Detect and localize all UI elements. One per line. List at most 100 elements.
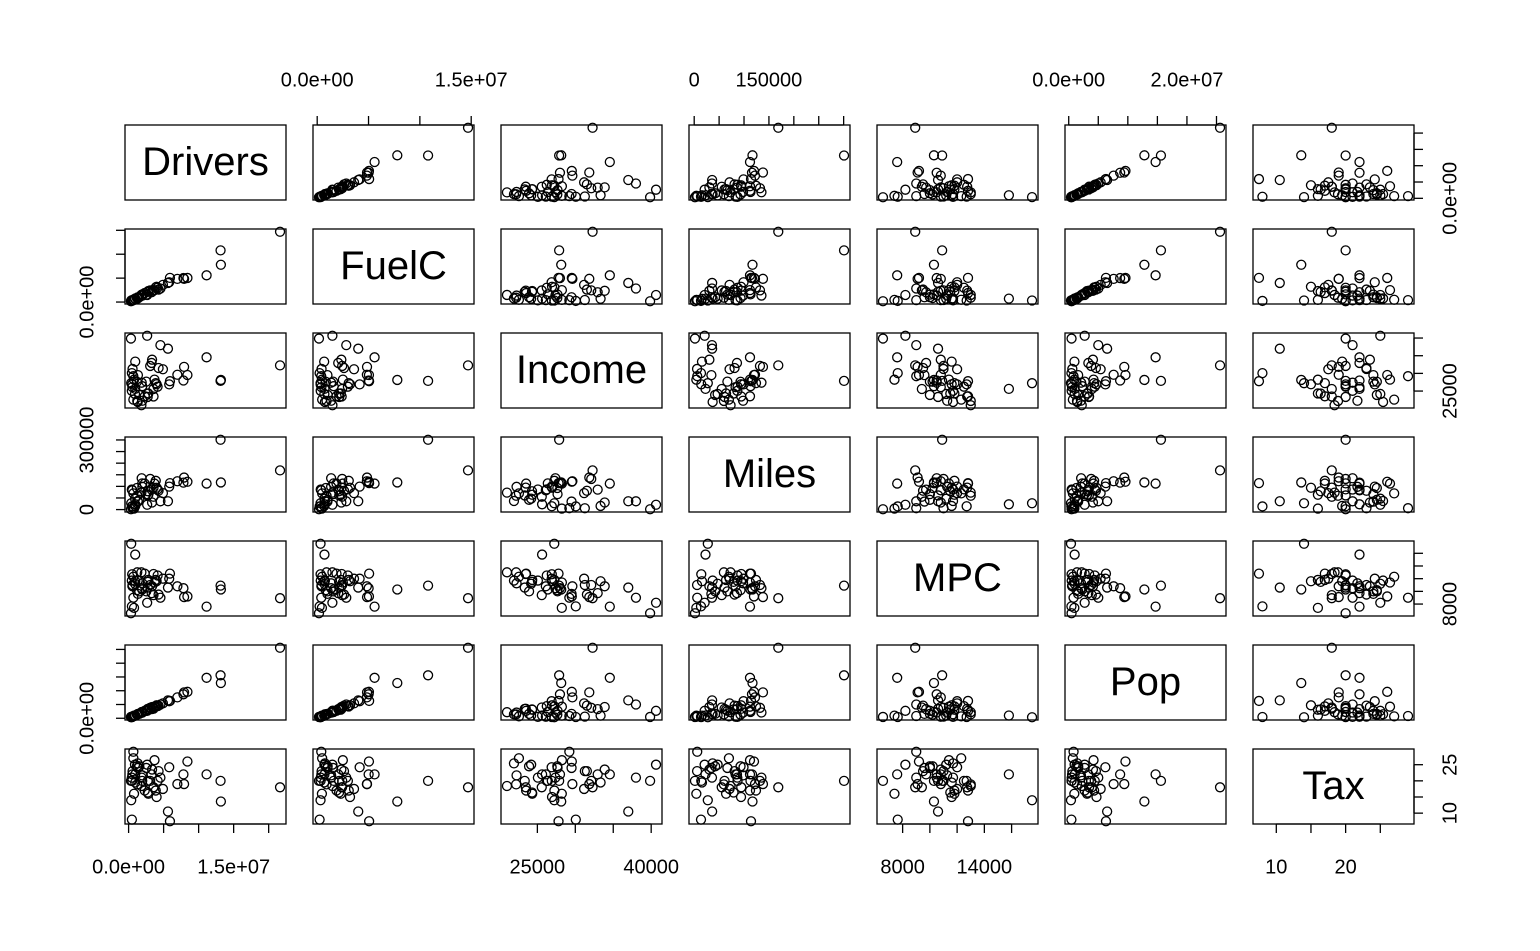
point bbox=[1312, 285, 1324, 297]
point bbox=[1072, 396, 1083, 408]
point bbox=[508, 293, 520, 304]
point bbox=[1026, 795, 1038, 806]
point bbox=[1312, 183, 1324, 195]
point bbox=[756, 377, 767, 388]
y-tick-label: 0.0e+00 bbox=[1439, 162, 1461, 235]
point bbox=[578, 573, 590, 584]
point bbox=[889, 503, 900, 514]
point bbox=[1319, 568, 1330, 579]
point bbox=[1075, 473, 1087, 484]
point bbox=[132, 369, 144, 381]
panel-frame bbox=[312, 228, 475, 305]
point bbox=[125, 333, 137, 344]
point bbox=[1384, 701, 1396, 712]
point bbox=[342, 179, 354, 190]
point bbox=[1079, 568, 1090, 579]
point bbox=[1319, 475, 1330, 486]
point bbox=[691, 363, 703, 375]
point bbox=[692, 294, 703, 306]
point bbox=[510, 490, 522, 501]
point bbox=[152, 484, 163, 495]
point bbox=[935, 191, 946, 202]
point bbox=[1326, 642, 1337, 653]
point bbox=[1100, 816, 1112, 827]
point bbox=[1066, 368, 1077, 379]
point bbox=[327, 184, 339, 196]
point bbox=[1354, 294, 1365, 306]
point bbox=[343, 574, 354, 586]
x-tick-label: 0 bbox=[689, 69, 700, 91]
point bbox=[581, 589, 593, 600]
point bbox=[1352, 395, 1363, 406]
point bbox=[164, 277, 175, 288]
x-tick-label: 20 bbox=[1335, 856, 1357, 878]
point bbox=[1090, 179, 1102, 190]
point bbox=[581, 700, 593, 711]
point bbox=[706, 339, 718, 351]
point bbox=[1114, 477, 1126, 488]
point bbox=[604, 156, 615, 168]
point bbox=[422, 775, 434, 786]
point bbox=[630, 283, 642, 294]
point bbox=[1312, 710, 1324, 721]
point bbox=[892, 814, 903, 825]
point bbox=[143, 788, 154, 799]
point bbox=[917, 766, 929, 777]
point bbox=[1114, 375, 1126, 386]
point bbox=[1155, 245, 1167, 256]
point bbox=[650, 759, 662, 770]
point bbox=[744, 577, 756, 588]
variable-name: Drivers bbox=[142, 140, 269, 184]
point bbox=[319, 549, 330, 560]
point bbox=[567, 692, 578, 703]
point bbox=[143, 704, 154, 715]
point bbox=[1072, 575, 1083, 586]
point bbox=[1340, 569, 1351, 580]
point bbox=[1088, 181, 1099, 192]
point bbox=[1354, 601, 1365, 612]
point bbox=[1354, 689, 1365, 700]
point bbox=[696, 711, 707, 723]
point bbox=[141, 762, 152, 774]
point bbox=[178, 778, 190, 790]
point bbox=[1120, 591, 1131, 602]
point bbox=[1079, 785, 1090, 796]
point bbox=[153, 589, 164, 600]
point bbox=[720, 704, 732, 715]
point bbox=[1319, 185, 1330, 196]
point bbox=[130, 549, 141, 560]
point bbox=[541, 282, 552, 293]
point bbox=[338, 362, 350, 374]
point bbox=[707, 575, 718, 586]
point bbox=[892, 769, 903, 780]
point bbox=[913, 272, 925, 284]
point bbox=[747, 796, 758, 807]
point bbox=[1354, 352, 1365, 363]
point bbox=[126, 295, 137, 306]
point bbox=[566, 476, 577, 487]
point bbox=[1253, 376, 1265, 387]
point bbox=[729, 700, 740, 711]
point bbox=[342, 701, 354, 712]
point bbox=[913, 686, 925, 697]
point bbox=[549, 538, 560, 549]
point bbox=[1214, 593, 1226, 604]
panel-frame bbox=[688, 228, 851, 305]
point bbox=[1003, 190, 1015, 201]
point bbox=[951, 177, 963, 188]
point bbox=[556, 796, 567, 807]
point bbox=[532, 575, 544, 586]
panel-frame bbox=[1252, 436, 1415, 513]
point bbox=[1066, 485, 1078, 496]
point bbox=[369, 478, 380, 489]
point bbox=[581, 284, 593, 295]
point bbox=[142, 775, 153, 786]
point bbox=[689, 608, 701, 619]
point bbox=[696, 576, 708, 587]
point bbox=[917, 284, 929, 295]
point bbox=[363, 591, 375, 602]
point bbox=[511, 578, 522, 589]
point bbox=[732, 775, 743, 786]
point bbox=[319, 396, 331, 408]
point bbox=[700, 549, 711, 560]
